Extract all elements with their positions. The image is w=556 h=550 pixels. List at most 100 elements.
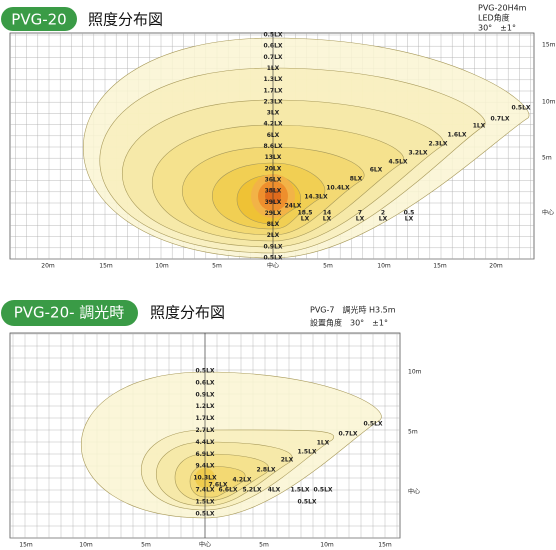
label: 10.4LX: [326, 185, 350, 192]
label: 6LX: [370, 167, 383, 174]
label: 24LX: [285, 203, 302, 210]
x-axis-label: 15m: [19, 542, 33, 549]
x-axis-label: 15m: [378, 542, 392, 549]
label: 2.8LX: [256, 467, 275, 474]
label: 3LX: [267, 110, 280, 117]
label: 10.3LX: [193, 475, 217, 482]
label: 18.5: [298, 210, 313, 217]
x-axis-label: 10m: [377, 263, 391, 270]
label: 7.4LX: [195, 487, 214, 494]
badge-bg: [1, 300, 138, 326]
y-axis-label: 中心: [408, 488, 420, 496]
label: 0.9LX: [263, 243, 282, 250]
label: 0.6LX: [195, 379, 214, 386]
x-axis-label: 5m: [141, 542, 151, 549]
label: 14.3LX: [304, 194, 328, 201]
label: 0.5LX: [263, 32, 282, 39]
label: 4LX: [268, 487, 281, 494]
label: LX: [405, 216, 414, 223]
label: 7.6LX: [208, 482, 227, 489]
label: 8LX: [267, 221, 280, 228]
x-axis-label: 10m: [79, 542, 93, 549]
label: 0.5LX: [363, 421, 382, 428]
x-axis-label: 中心: [199, 541, 211, 549]
label: 2LX: [281, 457, 294, 464]
title: 照度分布図: [88, 11, 163, 29]
label: 2: [381, 210, 385, 217]
label: 0.7LX: [490, 116, 509, 123]
badge: PVG-20- 調光時: [14, 304, 125, 322]
label: 1.3LX: [263, 76, 282, 83]
label: 2.3LX: [263, 98, 282, 105]
label: 1LX: [317, 440, 330, 447]
x-axis-label: 15m: [99, 263, 113, 270]
badge: PVG-20: [11, 11, 66, 29]
label: 14: [323, 210, 331, 217]
label: 8LX: [350, 176, 363, 183]
label: 4.5LX: [388, 159, 407, 166]
y-axis-label: 5m: [408, 429, 418, 436]
label: 0.7LX: [338, 431, 357, 438]
title: 照度分布図: [150, 304, 225, 322]
label: 2.3LX: [428, 141, 447, 148]
x-axis-label: 10m: [155, 263, 169, 270]
label: 1.5LX: [195, 498, 214, 505]
label: 39LX: [265, 199, 282, 206]
label: 1.7LX: [263, 87, 282, 94]
label: 0.5LX: [195, 510, 214, 517]
y-axis-label: 10m: [408, 369, 422, 376]
label: 20LX: [265, 165, 282, 172]
label: 3.2LX: [408, 150, 427, 157]
label: LX: [301, 216, 310, 223]
label: 0.5LX: [263, 255, 282, 262]
x-axis-label: 15m: [433, 263, 447, 270]
label: LX: [356, 216, 365, 223]
label: 6.9LX: [195, 451, 214, 458]
label: 0.6LX: [263, 43, 282, 50]
label: 6LX: [267, 132, 280, 139]
x-axis-label: 10m: [320, 542, 334, 549]
label: 1.6LX: [447, 132, 466, 139]
spec: PVG-20H4m: [478, 4, 527, 13]
label: 2LX: [267, 232, 280, 239]
label: 0.7LX: [263, 54, 282, 61]
label: 13LX: [265, 154, 282, 161]
spec: 設置角度 30° ±1°: [310, 318, 388, 328]
label: 38LX: [265, 188, 282, 195]
x-axis-label: 20m: [489, 263, 503, 270]
label: 1.2LX: [195, 403, 214, 410]
y-axis-label: 中心: [542, 209, 554, 217]
label: 0.9LX: [195, 391, 214, 398]
label: 1LX: [473, 123, 486, 130]
spec: PVG-7 調光時 H3.5m: [310, 305, 396, 315]
label: 9.4LX: [195, 463, 214, 470]
label: 36LX: [265, 176, 282, 183]
label: 1.7LX: [195, 415, 214, 422]
label: 0.5LX: [313, 487, 332, 494]
x-axis-label: 5m: [259, 542, 269, 549]
label: 5.2LX: [242, 487, 261, 494]
spec: LED角度: [478, 13, 510, 23]
label: 1LX: [267, 65, 280, 72]
label: 29LX: [265, 210, 282, 217]
y-axis-label: 15m: [542, 42, 556, 49]
x-axis-label: 5m: [212, 263, 222, 270]
y-axis-label: 10m: [542, 99, 556, 106]
label: 1.5LX: [297, 449, 316, 456]
label: 8.6LX: [263, 143, 282, 150]
spec: 30° ±1°: [478, 24, 516, 33]
label: 4.2LX: [263, 121, 282, 128]
label: 0.5: [404, 210, 415, 217]
badge-bg: [1, 7, 77, 31]
label: 6.6LX: [218, 487, 237, 494]
label: 2.7LX: [195, 427, 214, 434]
label: 0.5LX: [297, 499, 316, 506]
label: 0.5LX: [195, 368, 214, 375]
y-axis-label: 5m: [542, 155, 552, 162]
x-axis-label: 20m: [41, 263, 55, 270]
label: LX: [323, 216, 332, 223]
label: 4.2LX: [232, 477, 251, 484]
x-axis-label: 中心: [267, 262, 279, 270]
x-axis-label: 5m: [323, 263, 333, 270]
